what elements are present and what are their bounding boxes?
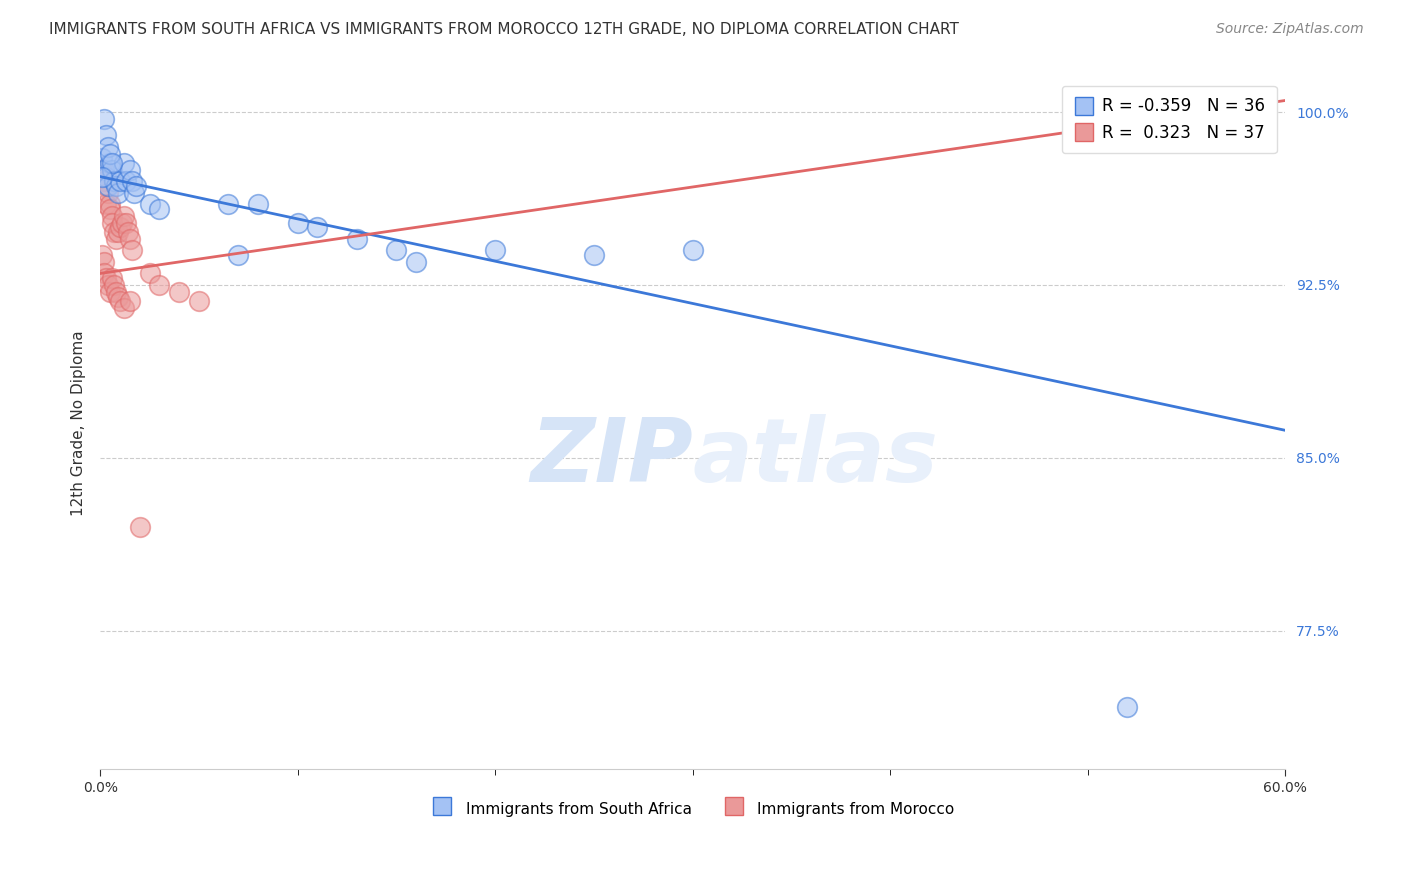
Point [98, 197, 121, 211]
Point [118, 162, 141, 177]
Point [385, 244, 408, 258]
Point [98, 202, 121, 216]
Point [307, 220, 329, 235]
Point [122, 186, 145, 200]
Point [93, 112, 115, 126]
Point [108, 294, 131, 309]
Point [107, 225, 129, 239]
Point [94, 197, 117, 211]
Point [108, 220, 131, 235]
Point [167, 285, 190, 299]
Point [98, 285, 121, 299]
Point [148, 202, 170, 216]
Y-axis label: 12th Grade, No Diploma: 12th Grade, No Diploma [72, 331, 86, 516]
Point [118, 294, 141, 309]
Point [103, 278, 125, 293]
Point [98, 146, 121, 161]
Point [103, 225, 125, 239]
Point [94, 169, 117, 184]
Point [91, 248, 114, 262]
Point [103, 174, 125, 188]
Point [218, 197, 240, 211]
Text: Source: ZipAtlas.com: Source: ZipAtlas.com [1216, 22, 1364, 37]
Point [138, 267, 160, 281]
Point [682, 244, 704, 258]
Point [114, 174, 136, 188]
Point [107, 289, 129, 303]
Point [124, 178, 146, 193]
Point [94, 271, 117, 285]
Point [108, 174, 131, 188]
Point [93, 255, 115, 269]
Point [97, 139, 120, 153]
Point [1116, 700, 1139, 714]
Point [98, 155, 121, 169]
Point [187, 294, 209, 309]
Point [101, 271, 124, 285]
Point [97, 278, 120, 293]
Point [93, 162, 115, 177]
Point [346, 232, 368, 246]
Point [128, 520, 150, 534]
Point [114, 216, 136, 230]
Point [101, 162, 124, 177]
Point [107, 186, 129, 200]
Point [93, 174, 115, 188]
Point [405, 255, 427, 269]
Point [484, 244, 506, 258]
Point [104, 232, 127, 246]
Point [121, 244, 143, 258]
Point [111, 216, 134, 230]
Text: ZIP: ZIP [530, 415, 693, 501]
Legend: Immigrants from South Africa, Immigrants from Morocco: Immigrants from South Africa, Immigrants… [425, 793, 960, 824]
Point [97, 186, 120, 200]
Point [94, 178, 117, 193]
Point [91, 162, 114, 177]
Point [101, 155, 124, 169]
Point [287, 216, 309, 230]
Point [112, 209, 135, 223]
Point [138, 197, 160, 211]
Point [94, 128, 117, 142]
Point [93, 267, 115, 281]
Point [104, 285, 127, 299]
Text: IMMIGRANTS FROM SOUTH AFRICA VS IMMIGRANTS FROM MOROCCO 12TH GRADE, NO DIPLOMA C: IMMIGRANTS FROM SOUTH AFRICA VS IMMIGRAN… [49, 22, 959, 37]
Point [117, 225, 139, 239]
Text: atlas: atlas [693, 415, 938, 501]
Point [118, 232, 141, 246]
Point [101, 209, 124, 223]
Point [112, 301, 135, 315]
Point [91, 169, 114, 184]
Point [112, 155, 135, 169]
Point [228, 248, 250, 262]
Point [148, 278, 170, 293]
Point [91, 151, 114, 165]
Point [247, 197, 270, 211]
Point [582, 248, 605, 262]
Point [121, 174, 143, 188]
Point [104, 178, 127, 193]
Point [101, 216, 124, 230]
Point [97, 178, 120, 193]
